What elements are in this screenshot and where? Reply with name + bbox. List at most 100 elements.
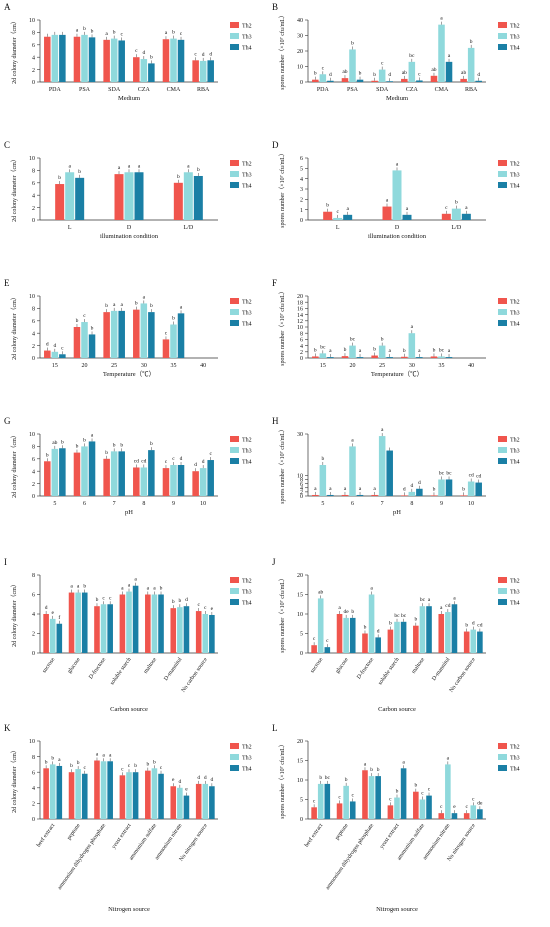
bar-th2 bbox=[145, 770, 151, 819]
sig-letter: a bbox=[70, 584, 73, 590]
sig-letter: c bbox=[61, 345, 64, 351]
legend-label: Th4 bbox=[510, 184, 520, 190]
sig-letter: d bbox=[209, 51, 212, 57]
y-axis-label: 2d colony diameter（cm） bbox=[11, 156, 18, 222]
x-tick-label: ammonium sulfate bbox=[395, 822, 426, 862]
sig-letter: b bbox=[403, 348, 406, 354]
bar-th3 bbox=[438, 356, 445, 358]
bar-th2 bbox=[44, 461, 51, 496]
y-axis-label: 2d colony diameter（cm） bbox=[11, 18, 18, 84]
sig-letter: bc bbox=[409, 53, 415, 59]
panel-label: H bbox=[272, 416, 279, 426]
legend-label: Th2 bbox=[242, 162, 252, 168]
bar-th4 bbox=[349, 801, 356, 819]
sig-letter: a bbox=[128, 583, 131, 589]
x-tick-label: D bbox=[127, 225, 132, 231]
bar-th4 bbox=[132, 772, 139, 819]
sig-letter: b bbox=[177, 174, 180, 180]
x-axis-label: Carbon source bbox=[378, 706, 416, 713]
x-tick-label: 20 bbox=[350, 363, 356, 369]
legend-swatch-th4 bbox=[498, 320, 507, 326]
sig-letter: c bbox=[165, 459, 168, 465]
bar-th4 bbox=[183, 606, 190, 653]
legend-swatch-th2 bbox=[498, 743, 507, 749]
sig-letter: d bbox=[202, 52, 205, 58]
y-tick-label: 4 bbox=[300, 344, 303, 350]
legend-swatch-th2 bbox=[498, 298, 507, 304]
bar-th4 bbox=[327, 494, 334, 496]
sig-letter: a bbox=[143, 294, 146, 300]
x-tick-label: No nitrogen source bbox=[179, 822, 210, 862]
y-tick-label: 0 bbox=[300, 356, 303, 362]
sig-letter: d bbox=[197, 775, 200, 781]
x-tick-label: D-mannitol bbox=[431, 656, 451, 682]
sig-letter: d bbox=[53, 343, 56, 349]
sig-letter: a bbox=[346, 206, 349, 212]
bar-th4 bbox=[375, 776, 381, 819]
legend-label: Th3 bbox=[242, 449, 252, 455]
sig-letter: e bbox=[51, 610, 54, 616]
sig-letter: a bbox=[187, 163, 190, 169]
legend-swatch-th3 bbox=[498, 309, 507, 315]
panel-label: G bbox=[4, 416, 11, 426]
sig-letter: a bbox=[406, 206, 409, 212]
legend-swatch-th3 bbox=[498, 447, 507, 453]
bar-th3 bbox=[368, 776, 375, 819]
bar-th2 bbox=[133, 309, 140, 358]
bar-th2 bbox=[170, 786, 177, 819]
bar-th3 bbox=[110, 310, 118, 358]
bar-th2 bbox=[460, 78, 467, 82]
bar-th2 bbox=[362, 633, 368, 653]
x-axis-label: illumination condition bbox=[368, 233, 427, 240]
sig-letter: b bbox=[172, 30, 175, 36]
sig-letter: ab bbox=[342, 69, 347, 75]
sig-letter: c bbox=[472, 796, 475, 802]
sig-letter: ab bbox=[431, 67, 436, 73]
bar-th3 bbox=[140, 467, 148, 496]
panel-d: D 0 1 2 3 4 5 6 spores number（×10⁷ cfu/mL） b c a La a… bbox=[272, 140, 520, 240]
bar-th3 bbox=[394, 797, 400, 819]
legend-swatch-th4 bbox=[230, 599, 239, 605]
sig-letter: b bbox=[373, 72, 376, 78]
sig-letter: cd bbox=[134, 458, 139, 464]
sig-letter: ab bbox=[52, 440, 57, 446]
y-tick-label: 40 bbox=[297, 18, 303, 24]
x-axis-label: Nitrogen source bbox=[108, 906, 150, 913]
bar-th2 bbox=[44, 350, 51, 358]
x-tick-label: glucose bbox=[67, 656, 82, 674]
bar-th4 bbox=[445, 61, 453, 82]
y-tick-label: 0 bbox=[32, 817, 35, 823]
bar-th2 bbox=[441, 213, 451, 220]
x-tick-label: CZA bbox=[406, 87, 419, 93]
legend-swatch-th3 bbox=[230, 33, 239, 39]
sig-letter: a bbox=[165, 30, 168, 36]
y-tick-label: 15 bbox=[297, 759, 303, 765]
x-tick-label: 20 bbox=[82, 363, 88, 369]
sig-letter: b bbox=[134, 763, 137, 769]
bar-th2 bbox=[430, 75, 438, 82]
sig-letter: c bbox=[445, 205, 448, 211]
legend-swatch-th3 bbox=[498, 588, 507, 594]
bar-th2 bbox=[68, 592, 75, 653]
y-tick-label: 12 bbox=[297, 319, 303, 325]
sig-letter: b bbox=[78, 169, 81, 175]
bar-th2 bbox=[192, 60, 199, 82]
y-tick-label: 10 bbox=[297, 612, 303, 618]
sig-letter: a bbox=[180, 304, 183, 310]
bar-th3 bbox=[151, 768, 158, 819]
x-tick-label: SDA bbox=[108, 87, 121, 93]
bar-th3 bbox=[378, 69, 386, 82]
sig-letter: b bbox=[120, 442, 123, 448]
y-tick-label: 5 bbox=[300, 798, 303, 804]
sig-letter: a bbox=[465, 205, 468, 211]
bar-th4 bbox=[477, 631, 483, 653]
bar-th4 bbox=[59, 354, 66, 358]
y-tick-label: 4 bbox=[32, 612, 35, 618]
legend-swatch-th2 bbox=[230, 298, 239, 304]
sig-letter: b bbox=[455, 200, 458, 206]
sig-letter: c bbox=[322, 65, 325, 71]
bar-th2 bbox=[336, 614, 343, 653]
y-tick-label: 5 bbox=[300, 167, 303, 173]
sig-letter: d bbox=[472, 621, 475, 627]
